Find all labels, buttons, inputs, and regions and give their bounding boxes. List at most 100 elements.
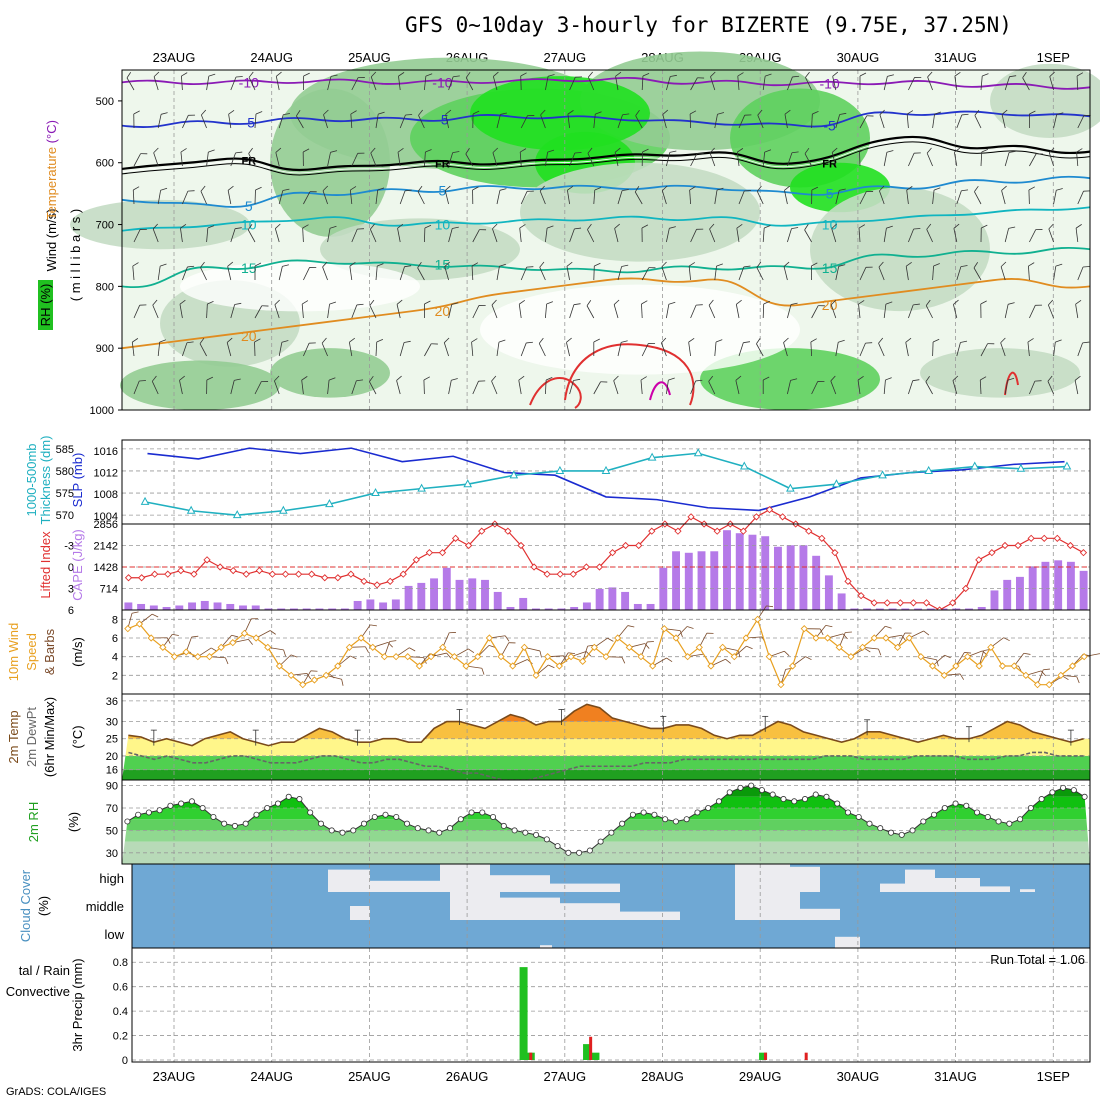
wind-barb [327, 74, 338, 91]
wind-barb-flag [500, 112, 508, 115]
lifted-index-point [451, 534, 460, 542]
wind-barb [1076, 148, 1083, 167]
rh-point [468, 809, 475, 816]
wind-barb-staff [327, 228, 331, 243]
wind-barb-flag [960, 265, 968, 268]
wind-barb-flag [709, 147, 715, 154]
lifted-index-point [478, 527, 486, 535]
wind-barb [1004, 377, 1015, 395]
isotherm-label: -5 [823, 118, 836, 134]
wind-barb-staff [587, 76, 595, 91]
wind-barb [418, 109, 425, 129]
wind-barb-staff [835, 114, 841, 129]
wind-barb-flag [1074, 375, 1081, 381]
cape-bar [1079, 570, 1088, 610]
wind-barb [296, 110, 304, 129]
wind-barb [220, 634, 239, 648]
wind-barb [738, 114, 752, 129]
wind-barb-flag [424, 300, 431, 305]
wind-barb-staff [539, 190, 546, 205]
panel-y-label: (6hr Min/Max) [42, 697, 57, 777]
wind-barb [519, 148, 527, 167]
wind-barb-staff [709, 228, 716, 243]
wind-barb-staff [811, 305, 819, 319]
rh-point [619, 820, 626, 827]
rh-point [511, 827, 518, 834]
rh-point [339, 829, 346, 836]
wind-barb-staff [675, 626, 688, 639]
wind-barb [152, 223, 159, 243]
y-tick-label: 25 [106, 734, 118, 746]
wind-barb-staff [399, 342, 405, 357]
wind-barb-staff [1053, 190, 1057, 205]
wind-barb [1077, 190, 1091, 205]
cape-bar [1054, 560, 1063, 610]
wind-barb [465, 71, 474, 91]
wind-barb [182, 265, 195, 281]
wind-barb-flag [885, 301, 893, 305]
wind-speed-point [439, 643, 447, 651]
wind-barb-staff [690, 77, 698, 91]
wind-barb [980, 300, 987, 319]
wind-barb [206, 149, 215, 167]
wind-barb-flag [913, 228, 921, 230]
wind-barb [932, 338, 940, 357]
wind-barb-staff [327, 152, 331, 167]
wind-barb-staff [254, 381, 262, 395]
wind-barb-flag [518, 375, 525, 381]
wind-barb-flag [488, 644, 496, 648]
wind-barb [230, 227, 242, 243]
wind-barb-staff [661, 342, 667, 357]
wind-barb-staff [734, 645, 747, 657]
cape-bar [748, 534, 757, 610]
lifted-index-point [1040, 534, 1048, 542]
lifted-index-point [687, 513, 695, 521]
lifted-index-point [255, 566, 263, 575]
wind-barb [883, 301, 893, 319]
wind-barb [131, 338, 139, 357]
wind-barb-flag [1083, 266, 1090, 268]
wind-barb [133, 380, 146, 395]
bottom-date-label: 25AUG [348, 1069, 391, 1084]
wind-barb-staff [206, 76, 210, 91]
rh-point [253, 811, 260, 818]
wind-barb [351, 152, 365, 167]
wind-barb-staff [1004, 304, 1009, 319]
wind-barb-staff [594, 637, 608, 648]
wind-barb-staff [666, 76, 671, 91]
cloud-level-label: low [104, 927, 124, 942]
wind-barb-staff [756, 191, 764, 205]
wind-barb-staff [323, 114, 328, 129]
lifted-index-point [334, 574, 342, 582]
rh-point [350, 827, 357, 834]
wind-barb [675, 626, 694, 639]
wind-barb-staff [784, 190, 788, 205]
wind-barb-flag [187, 265, 195, 268]
wind-barb-staff [1076, 152, 1079, 167]
y-tick-label: 70 [106, 803, 118, 815]
cape-bar [646, 603, 655, 610]
lifted-index-point [896, 599, 904, 607]
isotherm-label: 20 [822, 297, 838, 313]
wind-barb-flag [133, 110, 140, 115]
wind-barb-flag [567, 185, 574, 191]
wind-barb-flag [1055, 339, 1062, 343]
wind-barb-flag [1008, 150, 1016, 153]
wind-barb-staff [301, 380, 304, 395]
wind-barb [757, 605, 774, 620]
wind-barb [230, 378, 241, 395]
wind-barb [179, 299, 186, 319]
y-tick-label: 0.6 [113, 982, 128, 994]
wind-barb-flag [1003, 637, 1010, 642]
isotherm-label: 5 [826, 186, 834, 202]
lifted-index-point [805, 527, 813, 535]
wind-barb [472, 304, 486, 319]
wind-barb-staff [1027, 342, 1030, 357]
wind-barb-staff [787, 304, 792, 319]
wind-barb [932, 187, 941, 205]
wind-barb-flag [302, 224, 309, 229]
cape-bar [901, 608, 910, 610]
cloud-block-high [790, 866, 820, 892]
panel-y-label: (%) [66, 812, 81, 832]
